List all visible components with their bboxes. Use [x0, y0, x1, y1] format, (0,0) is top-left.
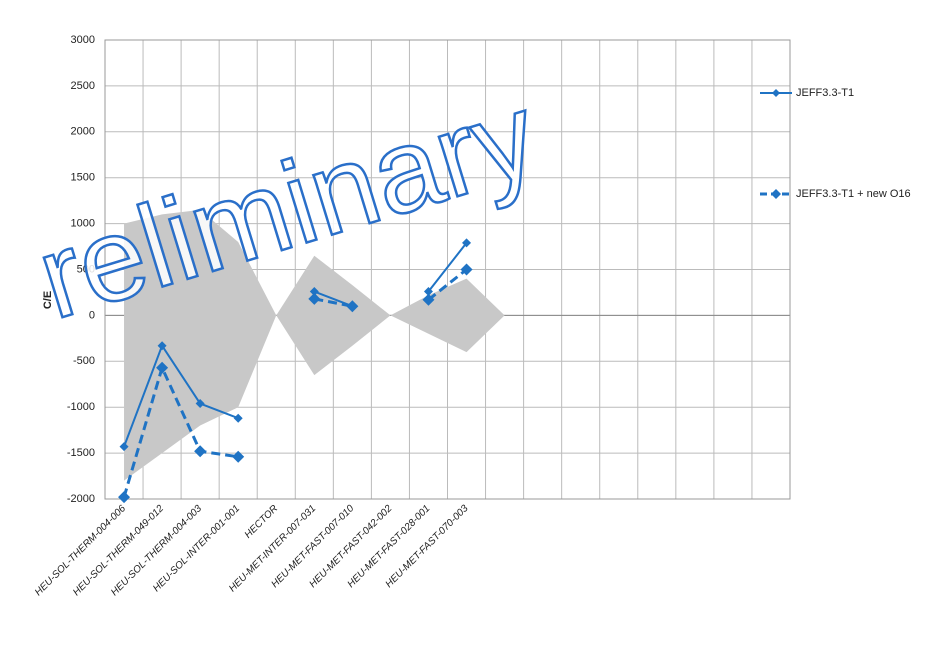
- marker: [462, 238, 472, 248]
- y-tick-label: 1500: [71, 172, 95, 184]
- marker: [119, 442, 129, 452]
- marker: [118, 491, 131, 504]
- legend-marker: [772, 89, 780, 97]
- marker: [423, 287, 433, 297]
- y-tick-label: 1000: [71, 218, 95, 230]
- legend-label: JEFF3.3-T1 + new O16: [796, 188, 911, 200]
- marker: [309, 287, 319, 297]
- marker: [195, 399, 205, 409]
- y-tick-label: 2000: [71, 126, 95, 138]
- marker: [460, 263, 473, 276]
- legend-marker: [771, 189, 781, 199]
- y-tick-label: -1500: [67, 447, 95, 459]
- y-tick-label: -2000: [67, 493, 95, 505]
- marker: [346, 300, 359, 313]
- series-line: [122, 268, 468, 498]
- marker: [232, 450, 245, 463]
- marker: [156, 361, 169, 374]
- marks: [118, 209, 505, 504]
- plot-border: [104, 39, 791, 500]
- x-tick-label: HECTOR: [243, 503, 281, 541]
- marker: [308, 292, 321, 305]
- marker: [422, 293, 435, 306]
- uncertainty-band: [124, 209, 505, 481]
- y-tick-label: -1000: [67, 401, 95, 413]
- y-tick-label: -500: [73, 355, 95, 367]
- legend-label: JEFF3.3-T1: [796, 87, 854, 99]
- marker: [233, 413, 243, 423]
- y-axis-label: C/E: [42, 291, 54, 309]
- y-tick-label: 0: [89, 309, 95, 321]
- marker: [194, 445, 207, 458]
- y-tick-label: 500: [77, 263, 95, 275]
- y-tick-label: 2500: [71, 80, 95, 92]
- y-tick-label: 3000: [71, 34, 95, 46]
- marker: [157, 341, 167, 351]
